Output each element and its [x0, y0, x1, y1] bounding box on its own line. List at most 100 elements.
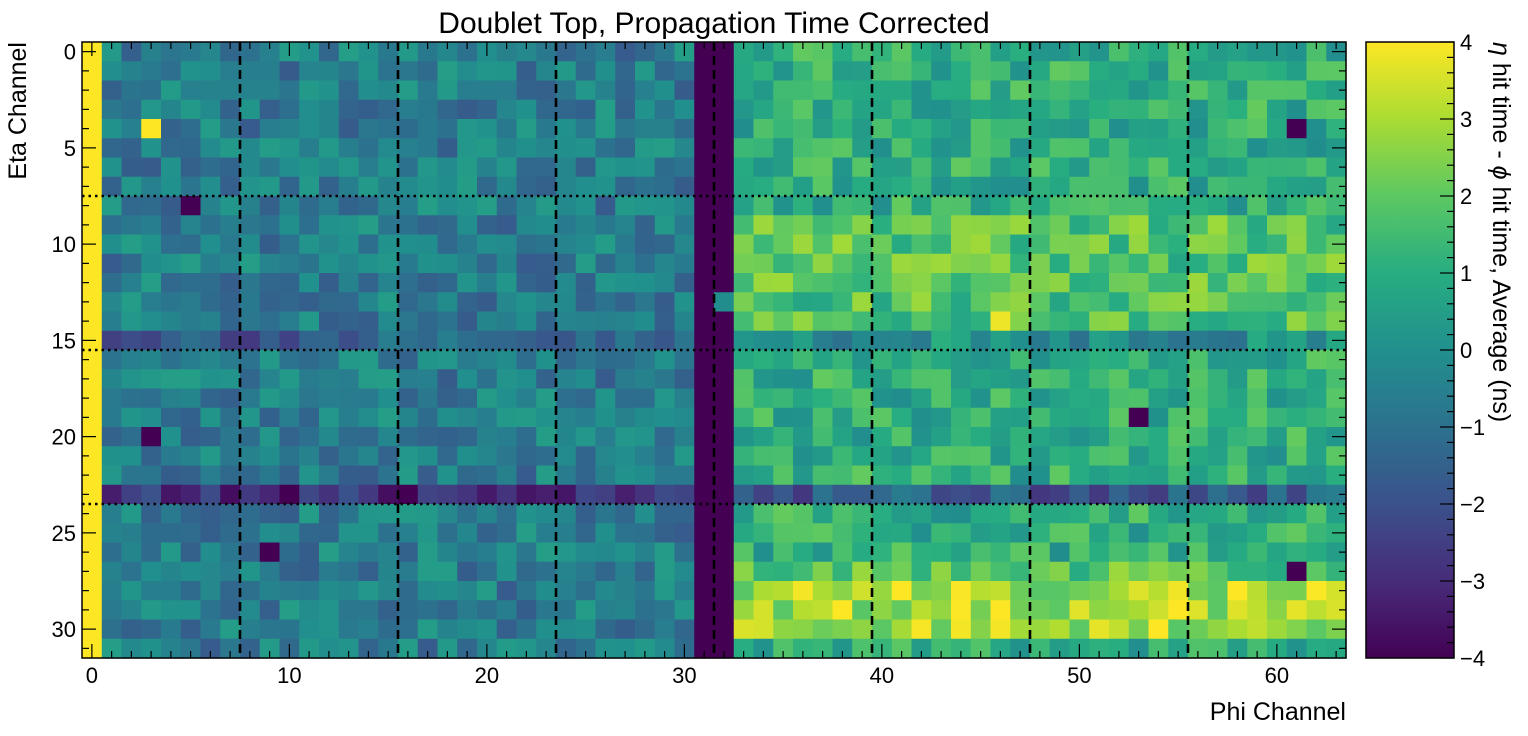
- heatmap-cell: [161, 61, 182, 82]
- heatmap-cell: [615, 369, 636, 390]
- heatmap-cell: [694, 600, 715, 621]
- heatmap-cell: [516, 542, 537, 563]
- heatmap-cell: [832, 311, 853, 332]
- heatmap-cell: [654, 638, 676, 659]
- heatmap-cell: [279, 504, 300, 524]
- heatmap-cell: [1188, 157, 1209, 178]
- heatmap-cell: [1306, 119, 1327, 139]
- heatmap-cell: [338, 42, 360, 62]
- heatmap-cell: [556, 42, 577, 62]
- heatmap-cell: [575, 638, 597, 659]
- heatmap-cell: [773, 99, 794, 120]
- heatmap-cell: [1188, 99, 1209, 120]
- heatmap-cell: [378, 273, 399, 293]
- heatmap-cell: [398, 638, 419, 659]
- heatmap-cell: [378, 619, 399, 640]
- heatmap-cell: [82, 99, 103, 120]
- heatmap-cell: [437, 350, 458, 370]
- heatmap-cell: [1207, 465, 1229, 486]
- heatmap-cell: [161, 330, 182, 351]
- heatmap-cell: [299, 253, 320, 274]
- heatmap-cell: [635, 61, 656, 82]
- heatmap-cell: [1207, 619, 1229, 640]
- heatmap-cell: [1306, 292, 1327, 313]
- y-axis-label: Eta Channel: [4, 42, 32, 180]
- heatmap-cell: [852, 523, 873, 544]
- heatmap-cell: [101, 273, 123, 293]
- heatmap-cell: [773, 138, 794, 159]
- heatmap-cell: [793, 119, 814, 139]
- heatmap-cell: [319, 273, 340, 293]
- heatmap-cell: [1030, 600, 1051, 621]
- heatmap-cell: [635, 504, 656, 524]
- heatmap-cell: [417, 619, 439, 640]
- heatmap-cell: [1306, 542, 1327, 563]
- heatmap-cell: [161, 292, 182, 313]
- heatmap-cell: [516, 80, 537, 101]
- heatmap-cell: [457, 484, 478, 505]
- heatmap-cell: [1069, 273, 1090, 293]
- heatmap-cell: [358, 369, 379, 390]
- heatmap-cell: [358, 581, 379, 601]
- heatmap-cell: [951, 176, 972, 197]
- heatmap-cell: [615, 581, 636, 601]
- heatmap-cell: [654, 330, 676, 351]
- heatmap-cell: [1326, 484, 1347, 505]
- heatmap-cell: [832, 619, 853, 640]
- heatmap-cell: [398, 504, 419, 524]
- heatmap-cell: [477, 369, 498, 390]
- heatmap-cell: [338, 273, 360, 293]
- heatmap-cell: [891, 311, 913, 332]
- heatmap-cell: [1247, 330, 1268, 351]
- heatmap-cell: [1168, 638, 1189, 659]
- heatmap-cell: [970, 157, 992, 178]
- heatmap-cell: [82, 581, 103, 601]
- heatmap-cell: [1286, 273, 1308, 293]
- heatmap-cell: [615, 446, 636, 467]
- heatmap-cell: [1168, 388, 1189, 409]
- heatmap-cell: [872, 292, 893, 313]
- heatmap-cell: [180, 138, 202, 159]
- heatmap-cell: [990, 619, 1011, 640]
- heatmap-cell: [1069, 138, 1090, 159]
- heatmap-cell: [1306, 581, 1327, 601]
- heatmap-cell: [793, 600, 814, 621]
- heatmap-cell: [852, 581, 873, 601]
- heatmap-cell: [338, 600, 360, 621]
- heatmap-cell: [200, 61, 221, 82]
- heatmap-cell: [437, 196, 458, 216]
- heatmap-cell: [1010, 253, 1031, 274]
- heatmap-cell: [951, 215, 972, 236]
- heatmap-cell: [793, 80, 814, 101]
- heatmap-cell: [970, 484, 992, 505]
- heatmap-cell: [733, 234, 755, 255]
- heatmap-cell: [575, 427, 597, 447]
- heatmap-cell: [1030, 215, 1051, 236]
- heatmap-cell: [970, 350, 992, 370]
- heatmap-cell: [951, 638, 972, 659]
- heatmap-cell: [82, 119, 103, 139]
- heatmap-cell: [931, 273, 952, 293]
- heatmap-cell: [852, 176, 873, 197]
- heatmap-cell: [753, 581, 774, 601]
- heatmap-cell: [516, 311, 537, 332]
- heatmap-cell: [1089, 561, 1110, 582]
- heatmap-cell: [1109, 273, 1130, 293]
- heatmap-cell: [694, 253, 715, 274]
- heatmap-cell: [516, 176, 537, 197]
- heatmap-cell: [101, 369, 123, 390]
- heatmap-cell: [1188, 119, 1209, 139]
- heatmap-cell: [259, 61, 281, 82]
- heatmap-cell: [674, 176, 695, 197]
- heatmap-cell: [812, 292, 834, 313]
- heatmap-cell: [832, 138, 853, 159]
- heatmap-cell: [911, 484, 932, 505]
- heatmap-cell: [1010, 234, 1031, 255]
- heatmap-cell: [694, 292, 715, 313]
- heatmap-cell: [970, 196, 992, 216]
- heatmap-cell: [832, 215, 853, 236]
- heatmap-cell: [1049, 292, 1071, 313]
- heatmap-cell: [338, 350, 360, 370]
- heatmap-cell: [180, 119, 202, 139]
- heatmap-cell: [575, 330, 597, 351]
